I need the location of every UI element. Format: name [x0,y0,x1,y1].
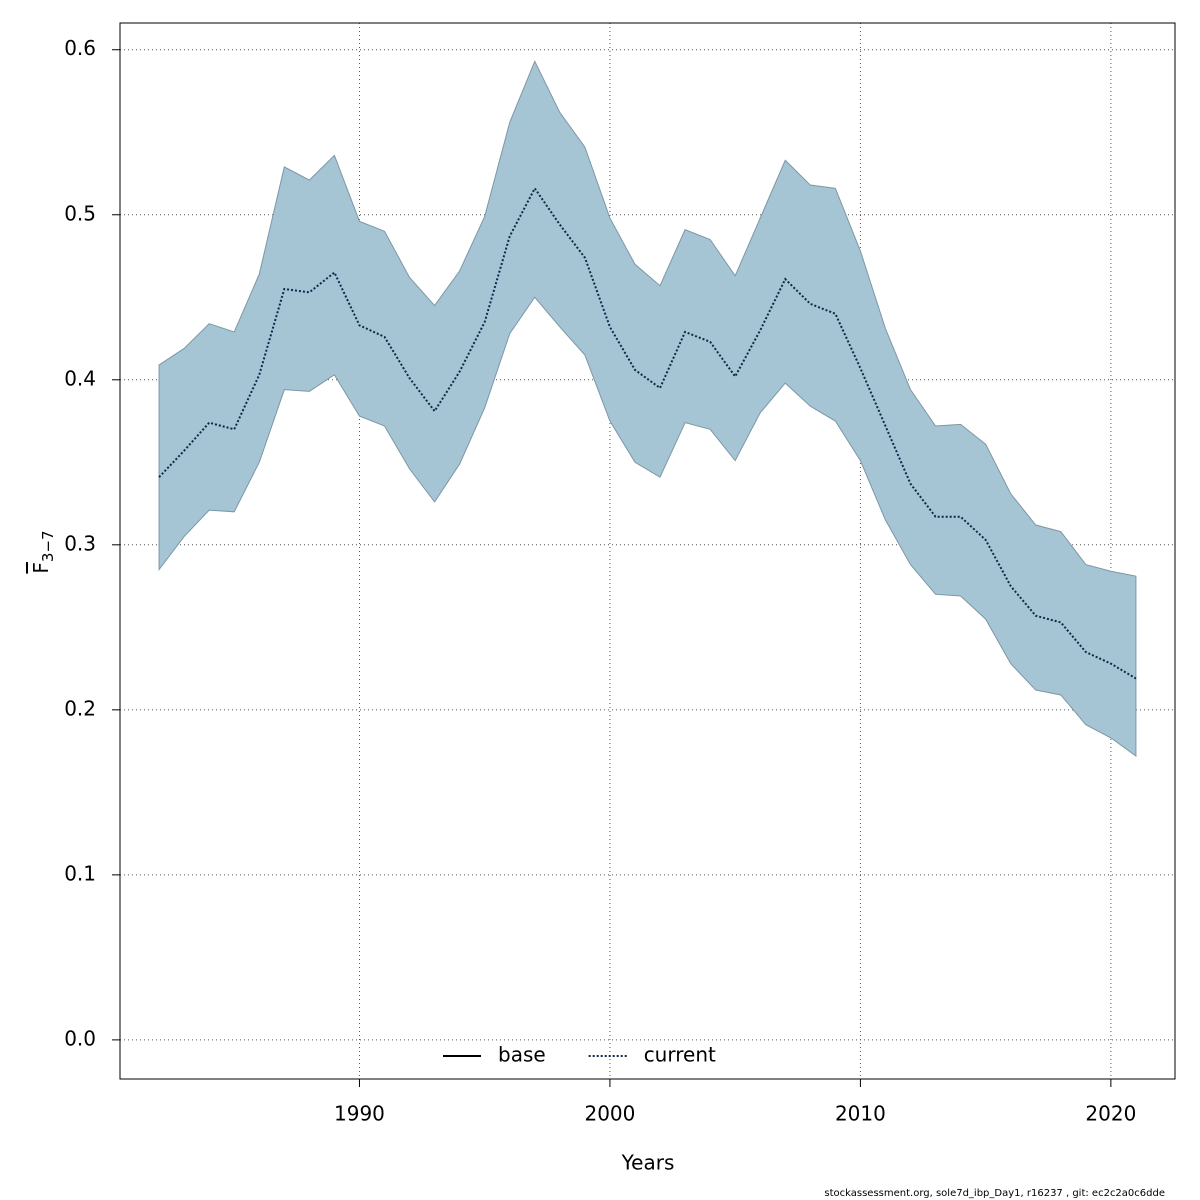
y-tick-label: 0.3 [64,531,96,555]
y-tick-label: 0.6 [64,36,96,60]
y-label-main: F [29,562,53,574]
legend-label: base [498,1043,546,1067]
x-tick-label: 2000 [584,1102,635,1126]
x-axis-label: Years [621,1151,675,1175]
y-tick-label: 0.0 [64,1026,96,1050]
y-axis-label: F3−7 [29,530,57,573]
x-tick-label: 2010 [835,1102,886,1126]
line [158,186,1137,680]
footer: stockassessment.org, sole7d_ibp_Day1, r1… [824,1188,1165,1199]
x-tick-label: 2020 [1085,1102,1136,1126]
legend-label: current [644,1043,716,1067]
y-label-sub: 3−7 [39,530,57,562]
y-tick-label: 0.4 [64,366,96,390]
y-tick-label: 0.5 [64,201,96,225]
plot-frame [119,22,1176,1080]
confidence-band [158,60,1137,758]
y-tick-label: 0.2 [64,696,96,720]
y-tick-label: 0.1 [64,861,96,885]
x-tick-label: 1990 [334,1102,385,1126]
svg-text:F3−7: F3−7 [29,530,57,573]
